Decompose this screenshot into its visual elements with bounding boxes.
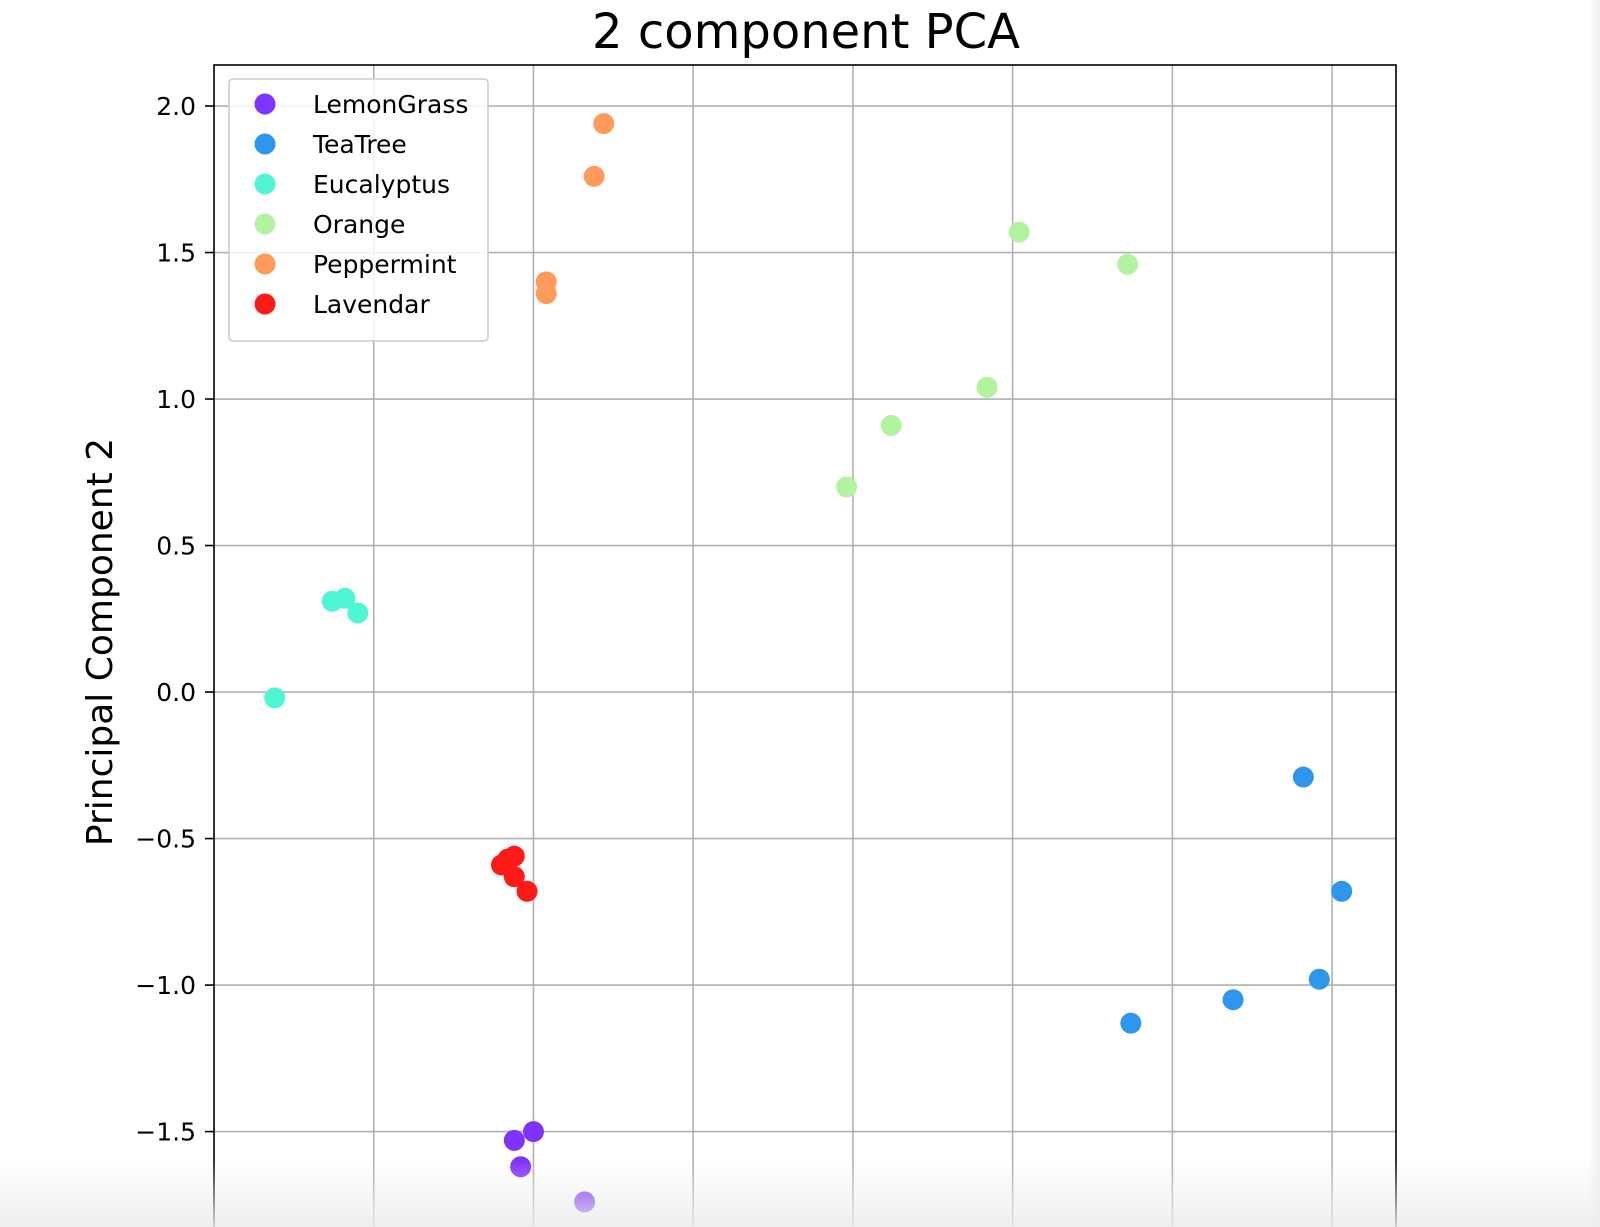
point-teatree-3 <box>1222 989 1244 1011</box>
y-tick-label-7: 2.0 <box>156 92 196 121</box>
legend-label-teatree: TeaTree <box>312 130 407 159</box>
legend-label-orange: Orange <box>313 210 405 239</box>
y-tick-label-5: 1.0 <box>156 385 196 414</box>
legend-box <box>228 78 489 342</box>
legend-marker-eucalyptus <box>254 173 276 195</box>
point-peppermint-1 <box>583 165 605 187</box>
point-orange-1 <box>1117 253 1139 275</box>
point-peppermint-0 <box>593 113 615 135</box>
legend-marker-teatree <box>254 133 276 155</box>
point-lemongrass-3 <box>574 1191 596 1213</box>
point-lavendar-2 <box>503 845 525 867</box>
legend-marker-lemongrass <box>254 93 276 115</box>
point-eucalyptus-1 <box>334 587 356 609</box>
point-lemongrass-2 <box>510 1156 532 1178</box>
point-lavendar-3 <box>503 866 525 888</box>
y-axis-label: Principal Component 2 <box>80 438 121 846</box>
point-lavendar-4 <box>516 880 538 902</box>
point-orange-4 <box>836 476 858 498</box>
point-orange-0 <box>1008 221 1030 243</box>
y-tick-label-6: 1.5 <box>156 239 196 268</box>
y-axis-ticks: −1.5 −1.0 −0.5 0.0 0.5 1.0 1.5 2.0 <box>135 92 214 1147</box>
chart-title: 2 component PCA <box>592 4 1020 60</box>
point-peppermint-3 <box>535 283 557 305</box>
point-orange-2 <box>976 376 998 398</box>
grid-lines <box>214 65 1396 1227</box>
legend: LemonGrass TeaTree Eucalyptus Orange Pepperm… <box>228 78 489 342</box>
legend-marker-peppermint <box>254 253 276 275</box>
legend-label-eucalyptus: Eucalyptus <box>313 170 450 199</box>
y-tick-label-0: −1.5 <box>135 1118 196 1147</box>
y-tick-label-2: −0.5 <box>135 825 196 854</box>
legend-label-lavendar: Lavendar <box>313 290 430 319</box>
point-orange-3 <box>880 414 902 436</box>
point-teatree-4 <box>1120 1012 1142 1034</box>
legend-marker-orange <box>254 213 276 235</box>
plot-frame <box>213 64 1397 1227</box>
legend-marker-lavendar <box>254 293 276 315</box>
point-teatree-2 <box>1308 968 1330 990</box>
y-tick-label-1: −1.0 <box>135 971 196 1000</box>
legend-label-peppermint: Peppermint <box>313 250 457 279</box>
point-teatree-1 <box>1331 880 1353 902</box>
y-tick-label-4: 0.5 <box>156 532 196 561</box>
y-tick-label-3: 0.0 <box>156 678 196 707</box>
scatter-points <box>264 113 1353 1213</box>
point-lemongrass-1 <box>522 1121 544 1143</box>
point-eucalyptus-2 <box>347 602 369 624</box>
legend-label-lemongrass: LemonGrass <box>313 90 468 119</box>
point-teatree-0 <box>1292 766 1314 788</box>
point-eucalyptus-3 <box>264 687 286 709</box>
point-lemongrass-0 <box>503 1129 525 1151</box>
